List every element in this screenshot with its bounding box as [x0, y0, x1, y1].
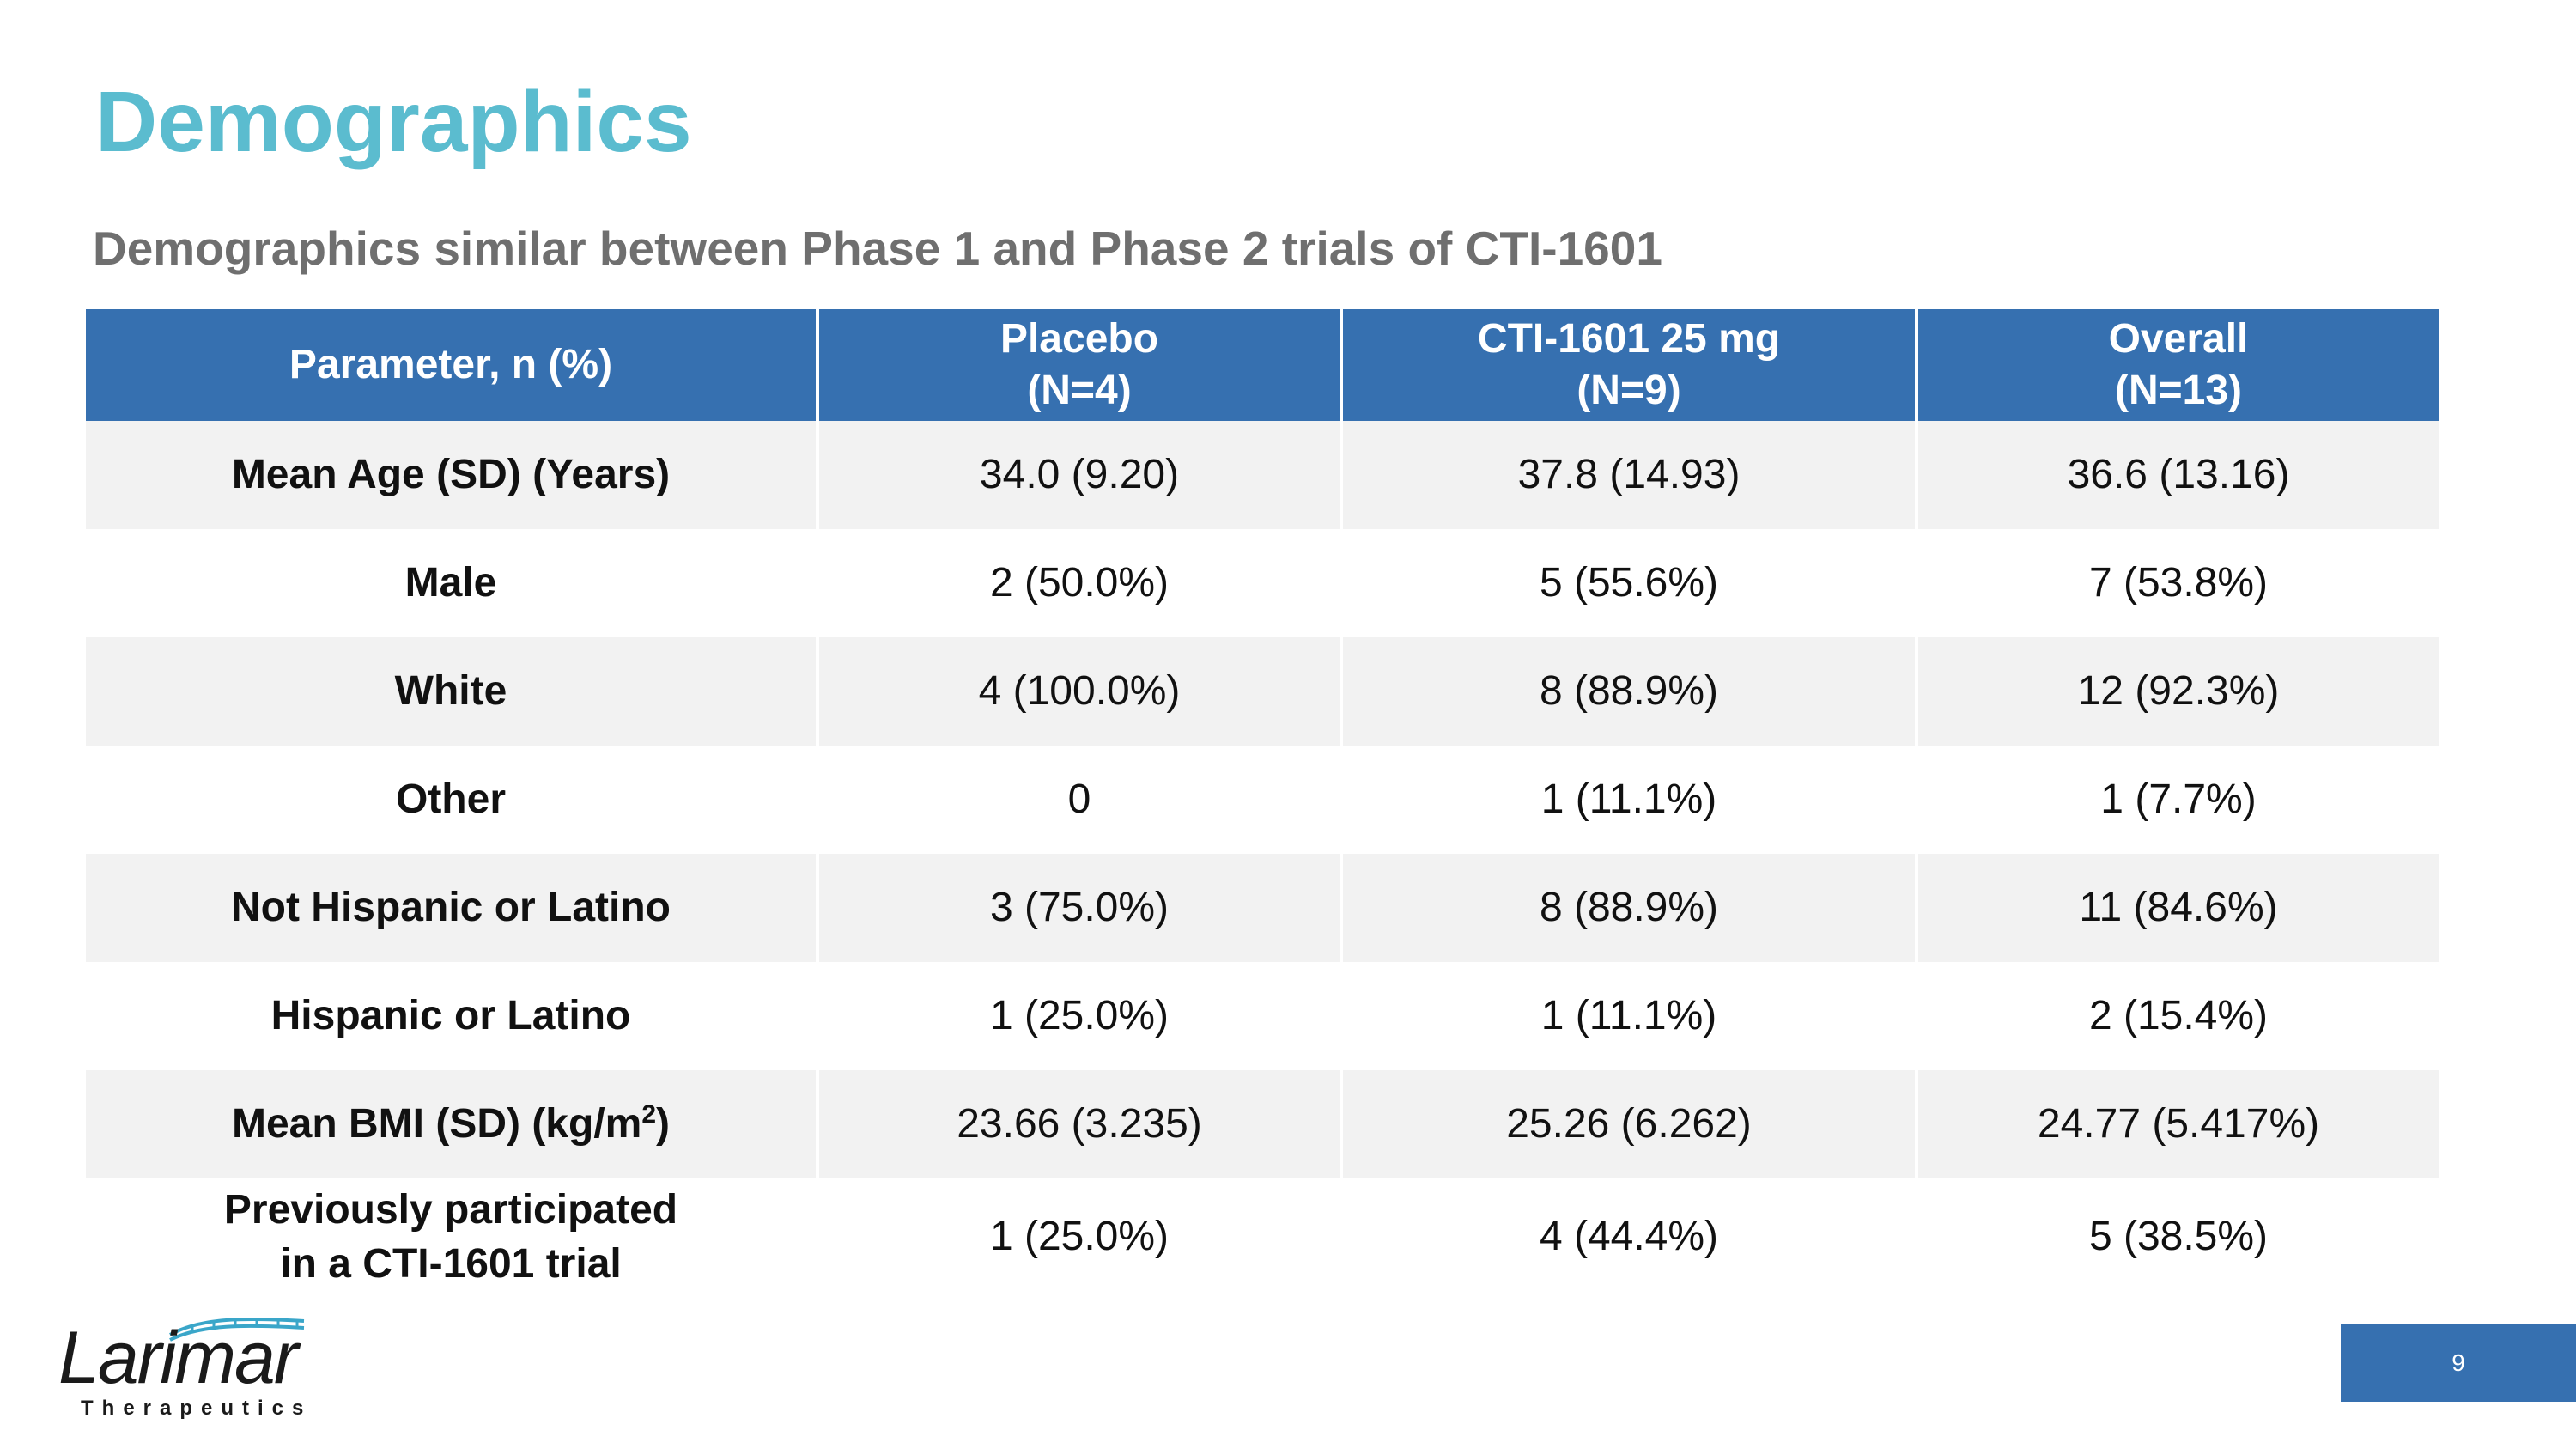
overall-value: 1 (7.7%): [1915, 746, 2439, 854]
logo-tagline: Therapeutics: [81, 1397, 313, 1420]
table-row: Not Hispanic or Latino 3 (75.0%) 8 (88.9…: [86, 854, 2439, 962]
header-placebo: Placebo (N=4): [816, 309, 1340, 421]
cti-value: 8 (88.9%): [1340, 637, 1915, 746]
table-row: Previously participated in a CTI-1601 tr…: [86, 1178, 2439, 1295]
overall-value: 5 (38.5%): [1915, 1178, 2439, 1295]
row-label: Not Hispanic or Latino: [86, 854, 816, 962]
table-row: Mean BMI (SD) (kg/m2) 23.66 (3.235) 25.2…: [86, 1070, 2439, 1178]
header-cti-1601: CTI-1601 25 mg (N=9): [1340, 309, 1915, 421]
placebo-value: 1 (25.0%): [816, 962, 1340, 1070]
slide-title: Demographics: [95, 74, 692, 170]
table-row: Hispanic or Latino 1 (25.0%) 1 (11.1%) 2…: [86, 962, 2439, 1070]
placebo-value: 23.66 (3.235): [816, 1070, 1340, 1178]
placebo-value: 3 (75.0%): [816, 854, 1340, 962]
row-label: Hispanic or Latino: [270, 993, 631, 1039]
overall-value: 12 (92.3%): [1915, 637, 2439, 746]
overall-value: 36.6 (13.16): [1915, 421, 2439, 529]
row-label: Previously participated in a CTI-1601 tr…: [223, 1186, 678, 1287]
placebo-value: 4 (100.0%): [816, 637, 1340, 746]
placebo-value: 1 (25.0%): [816, 1178, 1340, 1295]
placebo-value: 34.0 (9.20): [816, 421, 1340, 529]
header-overall: Overall (N=13): [1915, 309, 2439, 421]
header-parameter: Parameter, n (%): [86, 309, 816, 421]
cti-value: 8 (88.9%): [1340, 854, 1915, 962]
table-row: Other 0 1 (11.1%) 1 (7.7%): [86, 746, 2439, 854]
row-label: White: [86, 637, 816, 746]
table-row: Mean Age (SD) (Years) 34.0 (9.20) 37.8 (…: [86, 421, 2439, 529]
table-row: White 4 (100.0%) 8 (88.9%) 12 (92.3%): [86, 637, 2439, 746]
cti-value: 1 (11.1%): [1340, 962, 1915, 1070]
row-label: Male: [404, 560, 497, 606]
cti-value: 1 (11.1%): [1340, 746, 1915, 854]
demographics-table: Parameter, n (%) Placebo (N=4) CTI-1601 …: [86, 309, 2439, 1295]
row-label: Mean Age (SD) (Years): [86, 421, 816, 529]
placebo-value: 0: [816, 746, 1340, 854]
logo-wordmark: Larimar: [58, 1317, 299, 1399]
larimar-logo: Larimar Therapeutics: [55, 1312, 313, 1424]
row-label: Mean BMI (SD) (kg/m2): [86, 1070, 816, 1178]
row-label: Other: [395, 776, 506, 823]
placebo-value: 2 (50.0%): [816, 529, 1340, 637]
table-row: Male 2 (50.0%) 5 (55.6%) 7 (53.8%): [86, 529, 2439, 637]
overall-value: 24.77 (5.417%): [1915, 1070, 2439, 1178]
cti-value: 4 (44.4%): [1340, 1178, 1915, 1295]
page-number: 9: [2341, 1324, 2576, 1402]
cti-value: 37.8 (14.93): [1340, 421, 1915, 529]
overall-value: 7 (53.8%): [1915, 529, 2439, 637]
cti-value: 25.26 (6.262): [1340, 1070, 1915, 1178]
overall-value: 11 (84.6%): [1915, 854, 2439, 962]
overall-value: 2 (15.4%): [1915, 962, 2439, 1070]
slide-subtitle: Demographics similar between Phase 1 and…: [93, 222, 1662, 275]
table-header-row: Parameter, n (%) Placebo (N=4) CTI-1601 …: [86, 309, 2439, 421]
cti-value: 5 (55.6%): [1340, 529, 1915, 637]
dna-icon: [169, 1317, 305, 1342]
